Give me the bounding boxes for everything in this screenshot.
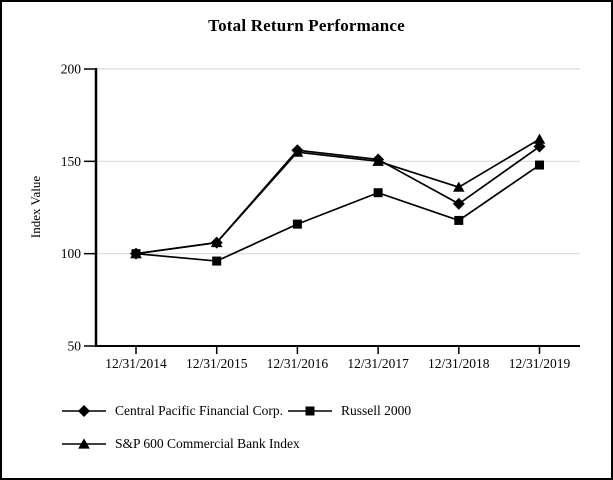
square-data-point-marker <box>292 219 302 229</box>
triangle-series-marker-icon <box>62 438 106 449</box>
legend-item-central-pacific: Central Pacific Financial Corp. <box>62 403 283 419</box>
square-marker-glyph <box>305 406 315 416</box>
square-data-point-marker <box>212 256 222 266</box>
y-tick-label: 50 <box>68 339 82 354</box>
series-central-pacific-financial-corp <box>130 140 546 260</box>
series-line <box>135 164 540 262</box>
x-tick-label: 12/31/2016 <box>267 356 329 371</box>
axis-tick-labels: 50 100 150 200 12/31/2014 12/31/2015 12/31/201… <box>61 62 571 372</box>
series-layer <box>130 133 546 266</box>
legend-item-russell-2000: Russell 2000 <box>288 403 411 419</box>
y-axis-title: Index Value <box>28 176 43 238</box>
legend-label: Central Pacific Financial Corp. <box>115 403 283 418</box>
legend-label: S&P 600 Commercial Bank Index <box>115 436 300 451</box>
diamond-data-point-marker <box>210 236 223 249</box>
y-tick-label: 150 <box>61 154 82 169</box>
y-tick-label: 200 <box>61 62 82 77</box>
legend-item-sp600-banks: S&P 600 Commercial Bank Index <box>62 436 300 452</box>
diamond-data-point-marker <box>291 144 304 157</box>
series-line <box>135 145 540 255</box>
triangle-marker-glyph <box>78 438 90 449</box>
x-tick-label: 12/31/2014 <box>105 356 167 371</box>
diamond-data-point-marker <box>452 197 465 210</box>
square-data-point-marker <box>535 160 544 170</box>
square-data-point-marker <box>454 215 464 225</box>
x-tick-label: 12/31/2017 <box>347 356 409 371</box>
legend-label: Russell 2000 <box>341 403 412 418</box>
axes <box>94 68 580 347</box>
diamond-marker-glyph <box>78 405 90 417</box>
y-tick-label: 100 <box>61 246 82 261</box>
diamond-data-point-marker <box>372 153 385 166</box>
x-tick-label: 12/31/2015 <box>186 356 248 371</box>
square-data-point-marker <box>373 188 383 198</box>
diamond-series-marker-icon <box>62 405 106 417</box>
series-russell-2000 <box>131 160 544 266</box>
series-line <box>135 138 540 255</box>
diamond-data-point-marker <box>130 247 142 260</box>
axis-ticks <box>84 68 541 354</box>
triangle-data-point-marker <box>533 133 546 144</box>
triangle-data-point-marker <box>453 181 465 192</box>
chart-title: Total Return Performance <box>208 16 405 35</box>
square-series-marker-icon <box>288 406 332 416</box>
series-s-p-600-commercial-bank-index <box>130 133 546 259</box>
diamond-data-point-marker <box>533 140 546 153</box>
gridlines <box>97 68 580 255</box>
x-tick-label: 12/31/2019 <box>509 356 571 371</box>
x-tick-label: 12/31/2018 <box>428 356 490 371</box>
